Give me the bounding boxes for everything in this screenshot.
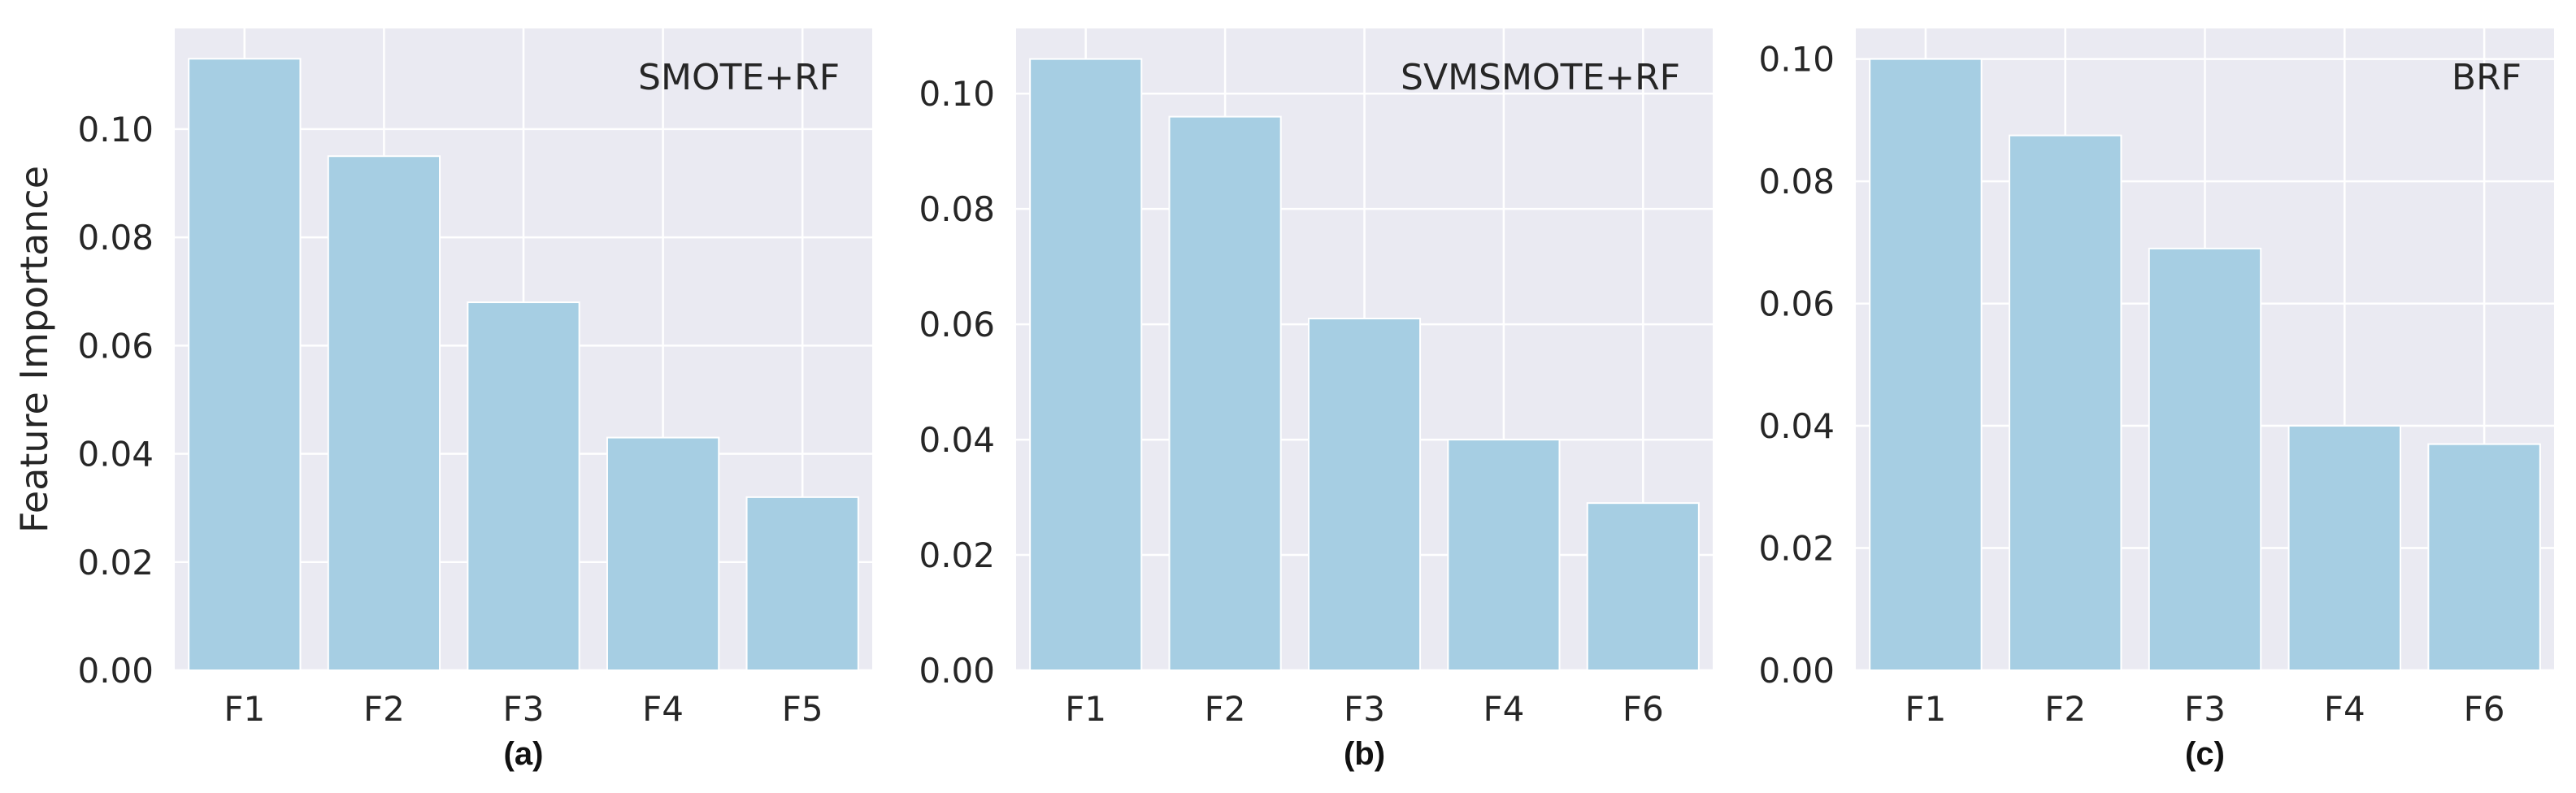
bar-f3: [467, 301, 580, 671]
x-tick-label: F6: [2464, 689, 2505, 729]
y-tick-label: 0.06: [77, 326, 154, 366]
y-tick-label: 0.06: [919, 305, 995, 344]
y-tick-label: 0.04: [77, 435, 154, 474]
x-tick-label: F4: [1483, 689, 1524, 729]
y-tick-label: 0.00: [77, 651, 154, 691]
bar-f1: [1029, 58, 1143, 672]
y-tick-label: 0.10: [1758, 40, 1835, 80]
y-tick-label: 0.02: [77, 543, 154, 583]
bar-f6: [1586, 502, 1700, 671]
x-tick-label: F1: [1065, 689, 1106, 729]
chart-annotation: BRF: [2452, 57, 2522, 98]
y-tick-label: 0.04: [1758, 406, 1835, 446]
bar-f4: [606, 436, 720, 671]
bar-f5: [745, 496, 859, 672]
x-tick-label: F1: [1905, 689, 1946, 729]
bar-f3: [1307, 318, 1422, 671]
x-tick-label: F1: [224, 689, 265, 729]
y-tick-label: 0.02: [1758, 529, 1835, 569]
bar-f1: [1869, 58, 1983, 672]
bar-f2: [2008, 134, 2122, 671]
x-tick-label: F3: [503, 689, 545, 729]
panel-b: 0.00 0.02 0.04 0.06 0.08 0.10 F1 F2 F3 F4 F6 SVMSMO…: [919, 28, 1713, 772]
y-tick-label: 0.10: [77, 110, 154, 150]
y-tick-label: 0.04: [919, 420, 995, 460]
panel-a: 0.00 0.02 0.04 0.06 0.08 0.10 F1 F2 F3 F4 F5 SMOTE+…: [77, 28, 872, 772]
y-axis-title: Feature Importance: [12, 166, 56, 533]
panel-c: 0.00 0.02 0.04 0.06 0.08 0.10 F1 F2 F3 F4 F6 BRF (c): [1758, 28, 2554, 772]
x-tick-label: F2: [2044, 689, 2086, 729]
subplot-label: (a): [504, 736, 544, 772]
chart-annotation: SVMSMOTE+RF: [1401, 57, 1680, 98]
y-tick-label: 0.02: [919, 535, 995, 575]
bar-f4: [2287, 425, 2402, 671]
bar-f2: [327, 155, 441, 671]
y-tick-label: 0.08: [77, 218, 154, 258]
y-tick-label: 0.06: [1758, 284, 1835, 324]
x-tick-label: F5: [782, 689, 823, 729]
x-tick-label: F3: [1344, 689, 1385, 729]
subplot-label: (c): [2185, 736, 2225, 772]
y-tick-label: 0.08: [919, 189, 995, 229]
bar-f2: [1168, 115, 1282, 671]
bar-f4: [1447, 439, 1561, 671]
y-tick-label: 0.10: [919, 74, 995, 114]
x-tick-label: F4: [2324, 689, 2365, 729]
y-tick-label: 0.00: [919, 651, 995, 691]
y-tick-label: 0.08: [1758, 162, 1835, 202]
bar-f6: [2427, 443, 2541, 671]
subplot-label: (b): [1344, 736, 1385, 772]
x-tick-label: F2: [1205, 689, 1246, 729]
bar-f3: [2148, 247, 2262, 672]
bar-f1: [188, 58, 302, 671]
x-tick-label: F6: [1622, 689, 1664, 729]
x-tick-label: F4: [642, 689, 684, 729]
x-tick-label: F2: [363, 689, 405, 729]
y-tick-label: 0.00: [1758, 651, 1835, 691]
chart-annotation: SMOTE+RF: [638, 57, 840, 98]
x-tick-label: F3: [2184, 689, 2226, 729]
